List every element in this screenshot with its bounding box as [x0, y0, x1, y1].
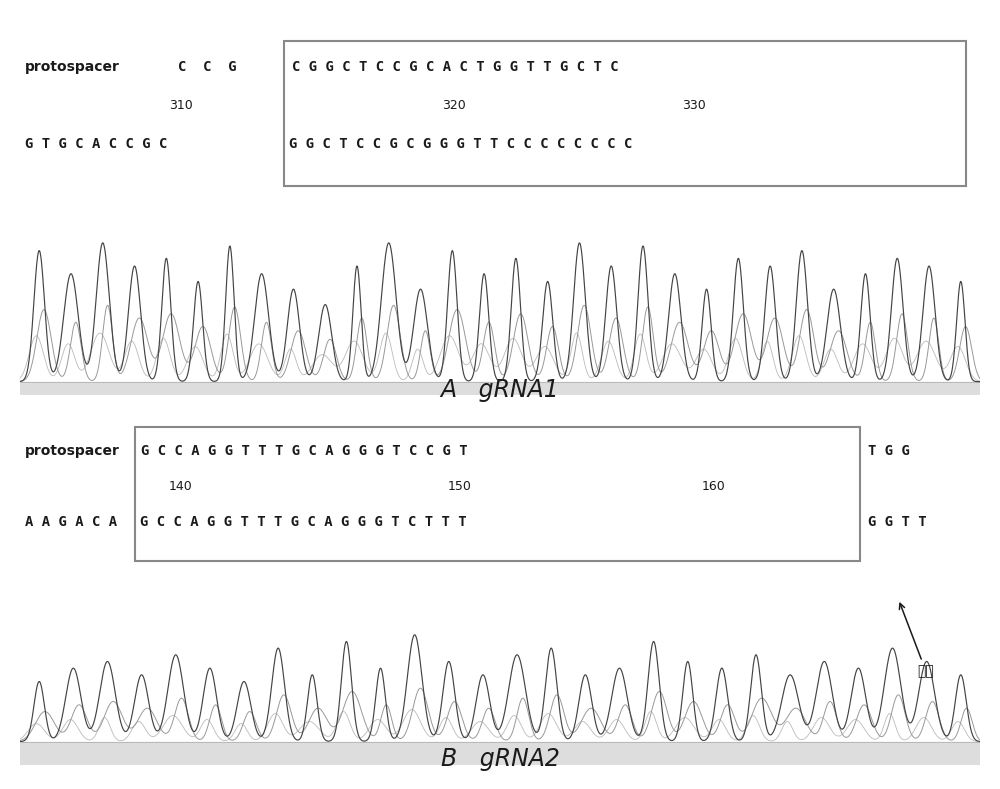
Text: C G G C T C C G C A C T G G T T G C T C: C G G C T C C G C A C T G G T T G C T C — [292, 60, 618, 74]
Text: protospacer: protospacer — [25, 443, 120, 458]
Text: T G G: T G G — [868, 443, 910, 458]
Text: C  C  G: C C G — [178, 60, 237, 74]
Text: 310: 310 — [169, 99, 193, 112]
Text: 320: 320 — [442, 99, 466, 112]
Text: 150: 150 — [447, 480, 471, 493]
Text: G C C A G G T T T G C A G G G T C C G T: G C C A G G T T T G C A G G G T C C G T — [141, 443, 468, 458]
Text: G G C T C C G C G G G T T C C C C C C C C: G G C T C C G C G G G T T C C C C C C C … — [289, 137, 632, 151]
Text: A A G A C A: A A G A C A — [25, 515, 117, 529]
Text: B   gRNA2: B gRNA2 — [441, 747, 559, 772]
Text: 140: 140 — [169, 480, 193, 493]
Bar — [20, 382, 980, 394]
Text: G C C A G G T T T G C A G G G T C T T T: G C C A G G T T T G C A G G G T C T T T — [140, 515, 467, 529]
Text: protospacer: protospacer — [25, 60, 120, 74]
Text: 160: 160 — [702, 480, 725, 493]
Text: G G T T: G G T T — [868, 515, 926, 529]
Text: 叠峰: 叠峰 — [899, 604, 934, 679]
Text: A   gRNA1: A gRNA1 — [441, 378, 559, 402]
Text: G T G C A C C G C: G T G C A C C G C — [25, 137, 167, 151]
Bar — [20, 742, 980, 765]
Bar — [284, 41, 966, 185]
Text: 330: 330 — [682, 99, 706, 112]
Bar — [135, 427, 860, 561]
